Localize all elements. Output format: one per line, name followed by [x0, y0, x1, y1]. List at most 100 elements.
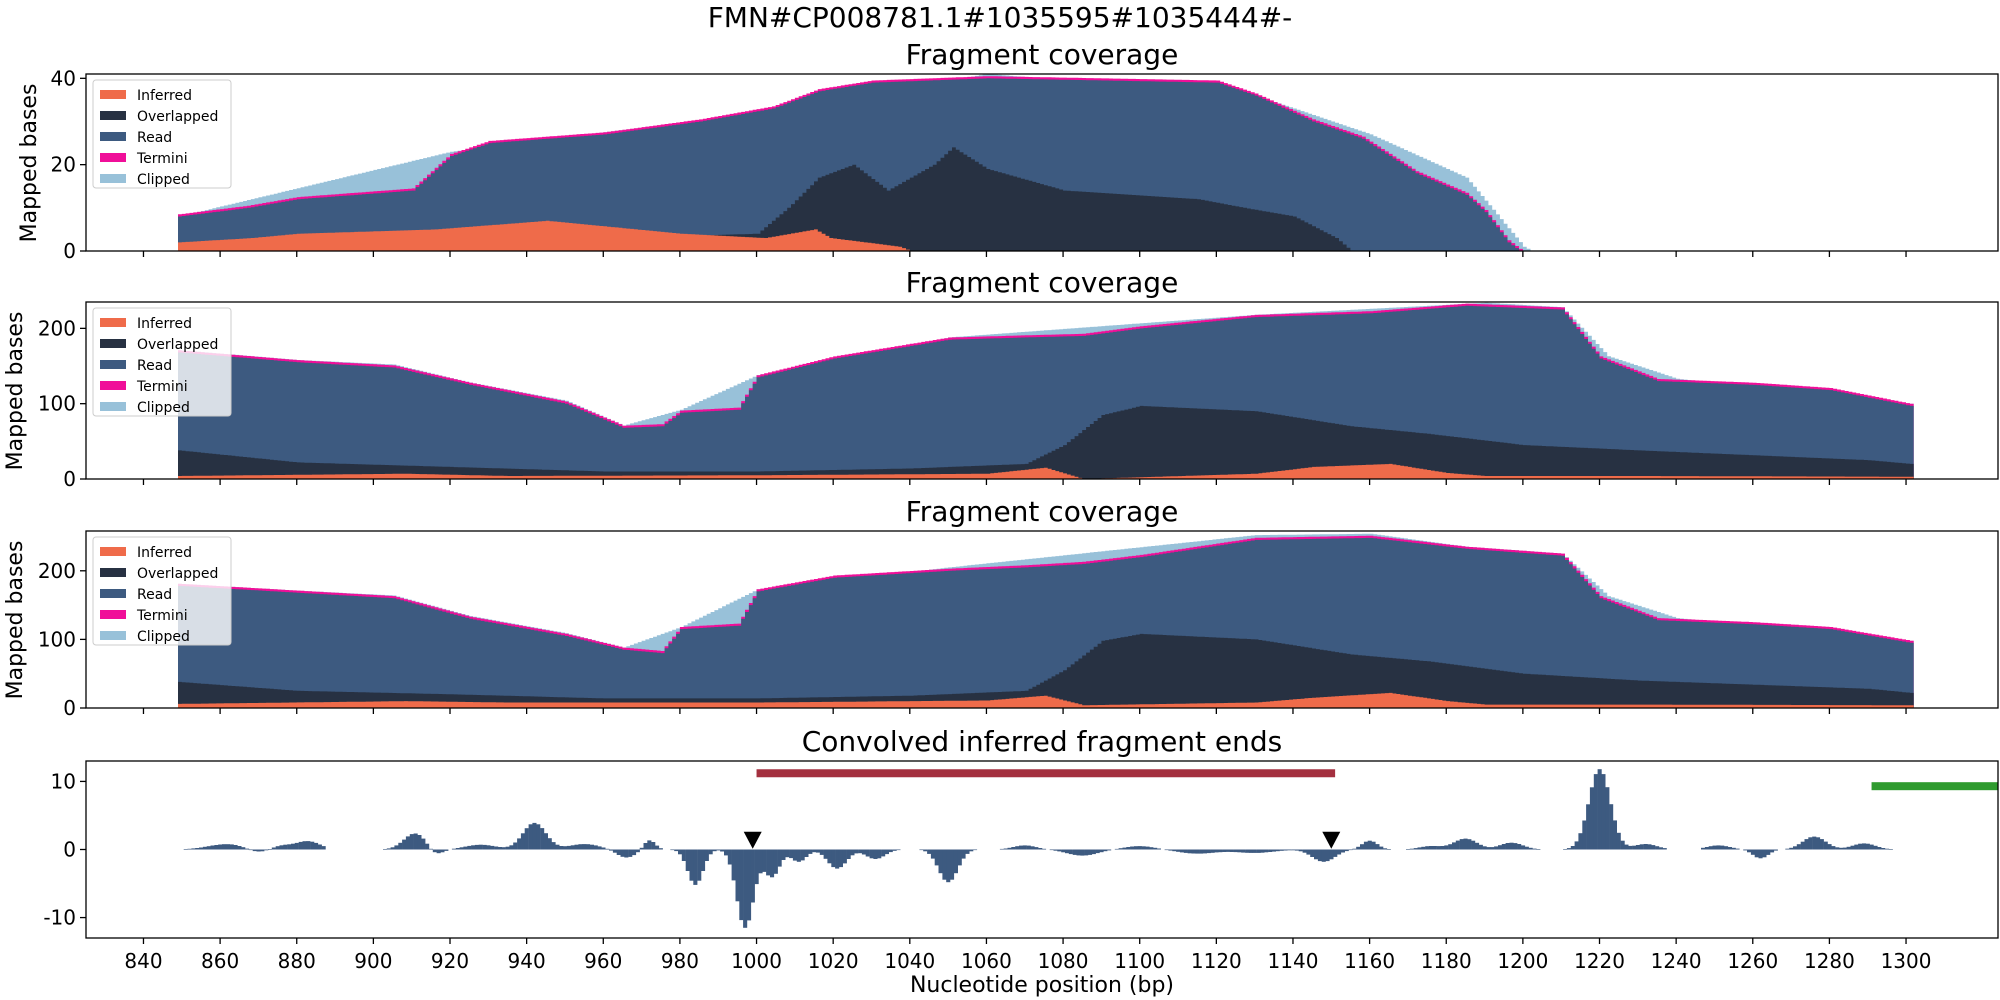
bar	[999, 848, 1004, 850]
legend-label-termini: Termini	[136, 379, 188, 395]
bar	[1425, 846, 1430, 850]
bar	[248, 849, 253, 851]
x-tick-label: 1040	[884, 949, 935, 973]
bar	[1340, 849, 1345, 853]
y-tick-label: 100	[38, 627, 76, 651]
bar	[287, 844, 292, 850]
bar	[873, 849, 878, 859]
bar	[888, 849, 893, 853]
bar	[298, 841, 303, 850]
panel-1-plot: 0 20 40 Inferred Overlapped Read Termini Clippe…	[51, 66, 1999, 263]
bar	[1793, 846, 1798, 850]
bar	[574, 844, 579, 850]
bar	[1053, 849, 1058, 851]
bar	[1827, 844, 1832, 850]
bar	[540, 828, 545, 850]
bar	[1026, 845, 1031, 850]
legend-label-termini: Termini	[136, 608, 188, 624]
bar	[501, 847, 506, 850]
bar	[275, 846, 280, 850]
y-tick-label: 200	[38, 316, 76, 340]
bar	[1164, 849, 1169, 851]
x-tick-label: 1060	[961, 949, 1012, 973]
bar	[1367, 840, 1372, 850]
bar	[455, 848, 460, 850]
bar	[222, 844, 227, 850]
bar	[735, 849, 740, 902]
legend-swatch-read	[100, 589, 126, 598]
bar	[727, 849, 732, 865]
bar	[1271, 849, 1276, 852]
bar	[689, 849, 694, 881]
axes-frame	[85, 73, 1999, 252]
bar	[1287, 849, 1292, 851]
bar	[670, 849, 675, 851]
legend-swatch-overlapped	[100, 339, 126, 348]
axes-frame	[85, 530, 1999, 709]
bar	[1735, 848, 1740, 850]
bar	[1494, 846, 1499, 850]
bar	[850, 849, 855, 856]
bar	[444, 849, 449, 851]
bar	[651, 842, 656, 850]
bar	[1015, 846, 1020, 850]
bar	[1597, 769, 1602, 850]
bar	[233, 845, 238, 850]
bar	[486, 845, 491, 850]
bar	[1363, 841, 1368, 850]
bar	[451, 848, 456, 850]
x-tick-label: 920	[431, 949, 469, 973]
bar	[229, 844, 234, 850]
bar	[1865, 843, 1870, 850]
bar	[225, 844, 230, 850]
x-tick-label: 1280	[1804, 949, 1855, 973]
bar	[1091, 849, 1096, 855]
coverage-areas	[178, 302, 1914, 479]
bar	[1118, 848, 1123, 850]
region-bar-green	[1871, 782, 1998, 791]
legend-label-overlapped: Overlapped	[137, 337, 218, 353]
bar	[1846, 846, 1851, 850]
bar	[421, 838, 426, 850]
bar	[589, 844, 594, 850]
bar	[1218, 849, 1223, 853]
x-tick-label: 960	[584, 949, 622, 973]
bar	[1337, 849, 1342, 855]
bar	[1521, 845, 1526, 850]
bar	[927, 849, 932, 854]
bar	[1134, 846, 1139, 850]
y-tick-label: 100	[38, 392, 76, 416]
legend-swatch-overlapped	[100, 568, 126, 577]
bar	[1574, 841, 1579, 850]
bar	[1536, 849, 1541, 850]
bar	[884, 849, 889, 855]
legend-swatch-clipped	[100, 402, 126, 411]
bar	[1773, 849, 1778, 851]
x-tick-label: 1120	[1191, 949, 1242, 973]
bar	[624, 849, 629, 858]
bar	[685, 849, 690, 871]
bar	[1812, 836, 1817, 850]
x-tick-label: 1100	[1114, 949, 1165, 973]
legend-swatch-clipped	[100, 631, 126, 640]
bar	[934, 849, 939, 866]
bar	[1068, 849, 1073, 855]
bar	[1252, 849, 1257, 853]
read-area	[178, 78, 1914, 251]
bar	[497, 847, 502, 850]
panel-3-title: Fragment coverage	[906, 495, 1179, 528]
bar	[390, 847, 395, 850]
bar	[268, 849, 273, 850]
coverage-areas	[178, 74, 1914, 251]
x-tick-label: 840	[124, 949, 162, 973]
x-tick-label: 880	[278, 949, 316, 973]
bar	[513, 842, 518, 850]
bar	[383, 849, 388, 850]
bar	[1455, 840, 1460, 850]
bar	[1800, 841, 1805, 850]
bar	[693, 849, 698, 885]
bar	[957, 849, 962, 866]
bar	[1107, 849, 1112, 851]
bar	[1360, 844, 1365, 850]
overlapped-area	[178, 633, 1914, 708]
